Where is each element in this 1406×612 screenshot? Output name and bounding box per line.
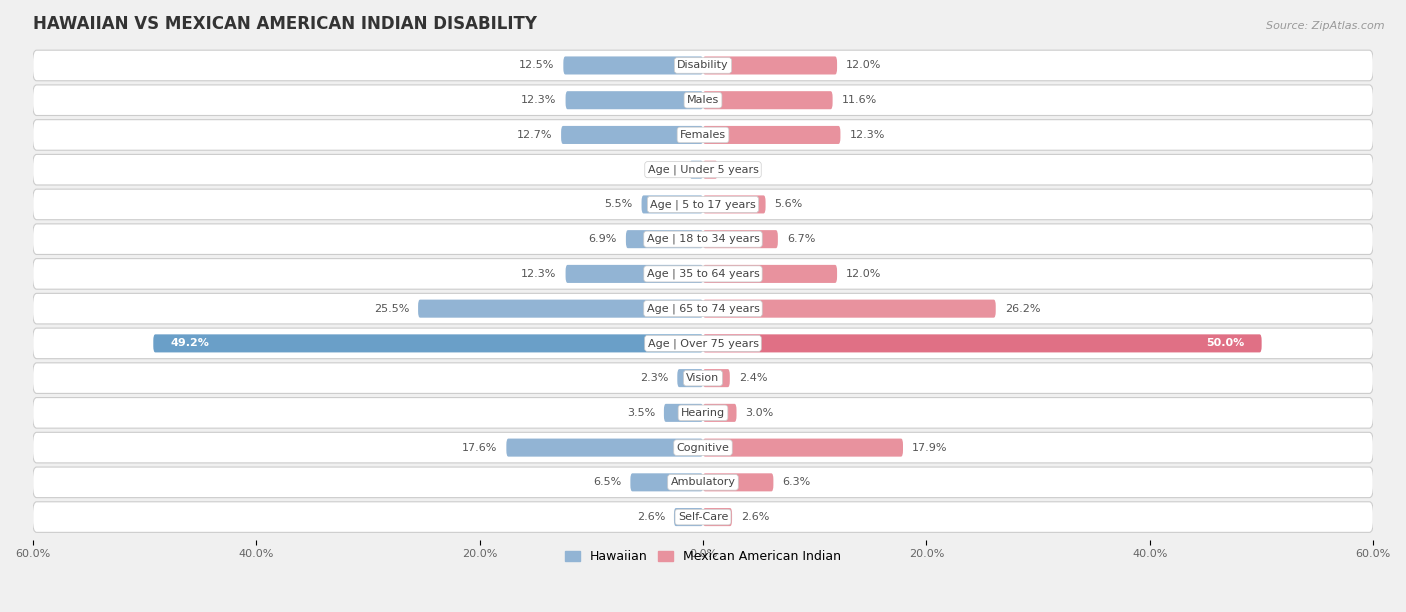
Text: 17.9%: 17.9% [912,442,948,453]
Text: 49.2%: 49.2% [170,338,209,348]
Text: 2.6%: 2.6% [741,512,769,522]
FancyBboxPatch shape [153,334,703,353]
FancyBboxPatch shape [565,91,703,109]
Text: Age | 65 to 74 years: Age | 65 to 74 years [647,304,759,314]
FancyBboxPatch shape [703,473,773,491]
FancyBboxPatch shape [641,195,703,214]
FancyBboxPatch shape [506,439,703,457]
Text: 11.6%: 11.6% [842,95,877,105]
Text: 1.3%: 1.3% [727,165,755,174]
FancyBboxPatch shape [664,404,703,422]
FancyBboxPatch shape [689,161,703,179]
FancyBboxPatch shape [703,56,837,75]
Text: 6.3%: 6.3% [782,477,811,487]
FancyBboxPatch shape [703,508,733,526]
Text: 26.2%: 26.2% [1005,304,1040,313]
Text: 2.3%: 2.3% [640,373,668,383]
FancyBboxPatch shape [418,300,703,318]
Text: 12.3%: 12.3% [522,269,557,279]
Text: 3.5%: 3.5% [627,408,655,418]
FancyBboxPatch shape [673,508,703,526]
FancyBboxPatch shape [703,369,730,387]
FancyBboxPatch shape [32,259,1374,289]
Text: 6.9%: 6.9% [589,234,617,244]
FancyBboxPatch shape [703,404,737,422]
FancyBboxPatch shape [703,334,1261,353]
Text: Ambulatory: Ambulatory [671,477,735,487]
FancyBboxPatch shape [626,230,703,248]
Text: Self-Care: Self-Care [678,512,728,522]
Text: 6.7%: 6.7% [787,234,815,244]
FancyBboxPatch shape [703,91,832,109]
Text: HAWAIIAN VS MEXICAN AMERICAN INDIAN DISABILITY: HAWAIIAN VS MEXICAN AMERICAN INDIAN DISA… [32,15,537,33]
Text: Age | 35 to 64 years: Age | 35 to 64 years [647,269,759,279]
Text: 12.3%: 12.3% [849,130,884,140]
FancyBboxPatch shape [32,154,1374,185]
FancyBboxPatch shape [32,502,1374,532]
FancyBboxPatch shape [32,224,1374,255]
FancyBboxPatch shape [703,265,837,283]
FancyBboxPatch shape [565,265,703,283]
FancyBboxPatch shape [32,293,1374,324]
Text: Age | 18 to 34 years: Age | 18 to 34 years [647,234,759,244]
Text: 50.0%: 50.0% [1206,338,1244,348]
FancyBboxPatch shape [32,467,1374,498]
Text: 25.5%: 25.5% [374,304,409,313]
FancyBboxPatch shape [32,328,1374,359]
Text: Hearing: Hearing [681,408,725,418]
FancyBboxPatch shape [564,56,703,75]
Text: Vision: Vision [686,373,720,383]
Text: Age | Over 75 years: Age | Over 75 years [648,338,758,349]
Text: 3.0%: 3.0% [745,408,773,418]
Text: 12.0%: 12.0% [846,269,882,279]
Text: 12.7%: 12.7% [516,130,553,140]
FancyBboxPatch shape [32,120,1374,150]
FancyBboxPatch shape [703,161,717,179]
Legend: Hawaiian, Mexican American Indian: Hawaiian, Mexican American Indian [560,545,846,568]
Text: Females: Females [681,130,725,140]
FancyBboxPatch shape [32,432,1374,463]
FancyBboxPatch shape [32,398,1374,428]
Text: Disability: Disability [678,61,728,70]
Text: Source: ZipAtlas.com: Source: ZipAtlas.com [1267,21,1385,31]
FancyBboxPatch shape [32,50,1374,81]
FancyBboxPatch shape [32,85,1374,116]
FancyBboxPatch shape [32,189,1374,220]
Text: 2.6%: 2.6% [637,512,665,522]
Text: 2.4%: 2.4% [738,373,768,383]
Text: 5.5%: 5.5% [605,200,633,209]
Text: 5.6%: 5.6% [775,200,803,209]
Text: 1.2%: 1.2% [652,165,681,174]
Text: 12.5%: 12.5% [519,61,554,70]
Text: Age | 5 to 17 years: Age | 5 to 17 years [650,199,756,210]
FancyBboxPatch shape [32,363,1374,394]
FancyBboxPatch shape [703,439,903,457]
Text: Cognitive: Cognitive [676,442,730,453]
FancyBboxPatch shape [703,195,766,214]
FancyBboxPatch shape [561,126,703,144]
Text: Males: Males [688,95,718,105]
Text: 6.5%: 6.5% [593,477,621,487]
FancyBboxPatch shape [703,230,778,248]
FancyBboxPatch shape [678,369,703,387]
Text: 12.0%: 12.0% [846,61,882,70]
FancyBboxPatch shape [703,300,995,318]
Text: 12.3%: 12.3% [522,95,557,105]
FancyBboxPatch shape [703,126,841,144]
Text: 17.6%: 17.6% [463,442,498,453]
FancyBboxPatch shape [630,473,703,491]
Text: Age | Under 5 years: Age | Under 5 years [648,165,758,175]
